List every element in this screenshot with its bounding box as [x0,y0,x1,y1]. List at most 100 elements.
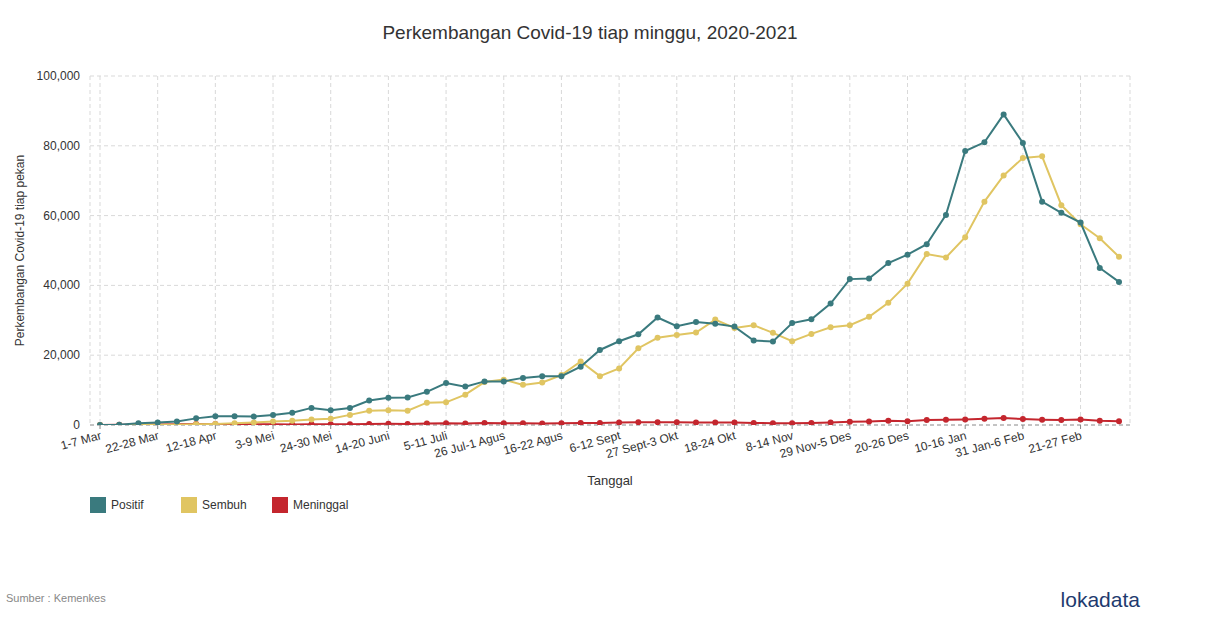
legend-swatch [181,497,197,513]
point [424,389,430,395]
x-tick [965,425,966,429]
point [366,421,372,425]
point [174,419,180,425]
x-tick [100,425,101,429]
x-tick-label: 14-20 Juni [333,428,391,456]
point [885,418,891,424]
point [462,392,468,398]
point [97,422,103,425]
point [731,420,737,425]
point [655,335,661,341]
point [981,199,987,205]
x-tick [561,425,562,429]
grid-line [100,76,101,425]
point [905,418,911,424]
x-tick-label: 24-30 Mei [278,428,333,455]
point [520,382,526,388]
point [1058,202,1064,208]
point [962,234,968,240]
point [135,420,141,425]
x-tick-label: 26 Jul-1 Agus [433,428,507,460]
grid-line [1080,76,1081,425]
point [1116,279,1122,285]
point [674,332,680,338]
point [289,418,295,424]
point [597,420,603,425]
point [1097,418,1103,424]
point [866,419,872,425]
point [405,421,411,425]
point [828,324,834,330]
point [751,420,757,425]
point [501,420,507,425]
point [1097,235,1103,241]
point [905,252,911,258]
x-tick [619,425,620,429]
legend-label: Sembuh [202,498,247,512]
point [789,338,795,344]
series-line [100,114,1119,425]
x-tick-label: 16-22 Agus [502,428,564,457]
point [943,254,949,260]
grid-line [792,76,793,425]
point [520,420,526,425]
point [289,410,295,416]
point [232,413,238,419]
point [847,419,853,425]
point [443,420,449,425]
grid-line [503,76,504,425]
x-tick-label: 20-26 Des [853,428,910,456]
point [1020,416,1026,422]
x-tick-label: 27 Sept-3 Okt [604,428,680,461]
axis-line [90,76,91,425]
grid-line [619,76,620,425]
point [808,331,814,337]
point [770,420,776,425]
x-tick [907,425,908,429]
x-tick-label: 22-28 Mar [104,428,160,456]
x-tick [849,425,850,429]
grid-line [907,76,908,425]
y-tick-label: 20,000 [43,348,80,362]
grid-line [1022,76,1023,425]
point [1097,265,1103,271]
legend-swatch [90,497,106,513]
point [232,421,238,425]
point [770,339,776,345]
point [616,338,622,344]
point [828,420,834,425]
point [443,399,449,405]
x-tick [215,425,216,429]
x-tick [388,425,389,429]
point [597,373,603,379]
y-tick-label: 40,000 [43,278,80,292]
point [155,420,161,425]
point [558,420,564,425]
point [712,321,718,327]
point [1001,415,1007,421]
point [97,422,103,425]
point [635,345,641,351]
brand: lokadata [1061,588,1141,611]
point [116,422,122,425]
point [981,139,987,145]
grid-line [215,76,216,425]
point [789,320,795,326]
point [674,323,680,329]
point [193,421,199,425]
x-tick [446,425,447,429]
point [635,331,641,337]
x-tick-label: 18-24 Okt [683,428,738,455]
point [962,148,968,154]
point [328,416,334,422]
point [1020,140,1026,146]
grid-line [446,76,447,425]
point [424,400,430,406]
y-tick-label: 100,000 [37,69,81,83]
point [808,316,814,322]
x-axis-title: Tanggal [587,473,633,488]
point [1058,417,1064,423]
axis-line [1130,76,1131,425]
point [347,412,353,418]
x-tick [330,425,331,429]
